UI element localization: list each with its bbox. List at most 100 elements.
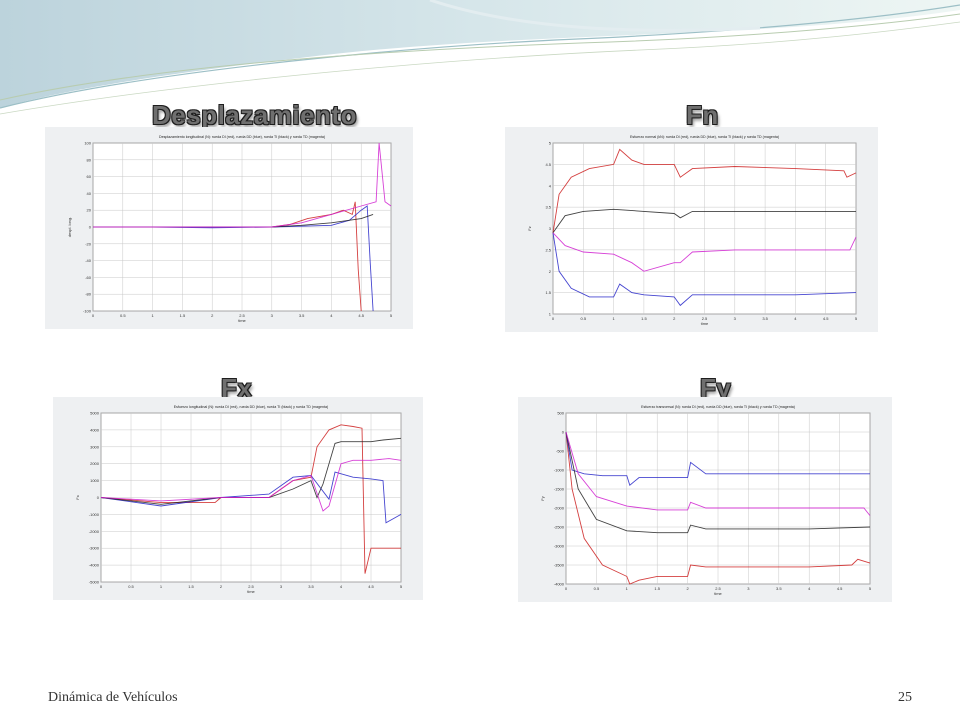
x-tick-label: 5 — [390, 313, 393, 318]
x-tick-label: 0.5 — [120, 313, 126, 318]
page-number: 25 — [898, 690, 912, 705]
x-tick-label: 4 — [808, 586, 811, 591]
chart-title: Esfuerzo normal (kN): rueda DI (red), ru… — [630, 135, 779, 139]
y-tick-label: 40 — [87, 191, 92, 196]
y-tick-label: -60 — [85, 275, 92, 280]
y-tick-label: 5 — [549, 141, 552, 146]
y-tick-label: -20 — [85, 241, 92, 246]
x-tick-label: 4.5 — [823, 316, 829, 321]
y-tick-label: 1.5 — [545, 290, 551, 295]
y-tick-label: 20 — [87, 208, 92, 213]
y-tick-label: 80 — [87, 157, 92, 162]
y-axis-label: Fy — [540, 496, 545, 500]
y-tick-label: -4000 — [89, 563, 100, 568]
y-tick-label: -2000 — [554, 506, 565, 511]
x-tick-label: 3.5 — [776, 586, 782, 591]
x-tick-label: 4 — [794, 316, 797, 321]
x-tick-label: 1.5 — [641, 316, 647, 321]
y-axis-label: despl. long. — [67, 217, 72, 237]
x-tick-label: 2.5 — [702, 316, 708, 321]
chart-svg: Esfuerzo transversal (N): rueda DI (red)… — [540, 405, 872, 596]
x-tick-label: 3.5 — [308, 584, 314, 589]
y-tick-label: -1000 — [554, 468, 565, 473]
y-tick-label: -500 — [556, 449, 565, 454]
x-tick-label: 2.5 — [248, 584, 254, 589]
x-tick-label: 0 — [565, 586, 568, 591]
y-tick-label: -3000 — [554, 544, 565, 549]
series-line-black — [552, 208, 856, 234]
x-axis-label: time — [238, 318, 246, 323]
x-tick-label: 1 — [626, 586, 629, 591]
chart-panel-fy: Esfuerzo transversal (N): rueda DI (red)… — [518, 397, 892, 602]
x-tick-label: 4.5 — [368, 584, 374, 589]
chart-panel-fn: Esfuerzo normal (kN): rueda DI (red), ru… — [505, 127, 878, 332]
y-tick-label: 1000 — [90, 478, 100, 483]
y-tick-label: 5000 — [90, 411, 100, 416]
x-tick-label: 0 — [100, 584, 103, 589]
chart-svg: Desplazamiento longitudinal (N): rueda D… — [67, 135, 393, 323]
x-tick-label: 3 — [280, 584, 283, 589]
series-line-magenta — [100, 458, 402, 512]
x-tick-label: 0 — [552, 316, 555, 321]
chart-svg: Esfuerzo longitudinal (N): rueda DI (red… — [75, 405, 403, 594]
x-tick-label: 1.5 — [188, 584, 194, 589]
x-tick-label: 0.5 — [581, 316, 587, 321]
x-tick-label: 3 — [734, 316, 737, 321]
x-tick-label: 0.5 — [594, 586, 600, 591]
y-tick-label: 2 — [549, 269, 552, 274]
chart-panel-fx: Esfuerzo longitudinal (N): rueda DI (red… — [53, 397, 423, 600]
x-axis-label: time — [714, 591, 722, 596]
x-tick-label: 1.5 — [180, 313, 186, 318]
y-tick-label: 0 — [89, 225, 92, 230]
heading-fn: Fn — [686, 100, 719, 130]
series-line-magenta — [552, 232, 857, 272]
y-tick-label: -40 — [85, 258, 92, 263]
series-line-red — [552, 148, 857, 233]
x-tick-label: 2 — [211, 313, 214, 318]
y-tick-label: 60 — [87, 174, 92, 179]
x-tick-label: 4.5 — [358, 313, 364, 318]
y-tick-label: -1500 — [554, 487, 565, 492]
x-tick-label: 2.5 — [715, 586, 721, 591]
x-tick-label: 4.5 — [837, 586, 843, 591]
x-tick-label: 3.5 — [299, 313, 305, 318]
y-tick-label: 0 — [97, 495, 100, 500]
x-tick-label: 4 — [340, 584, 343, 589]
y-tick-label: -100 — [83, 309, 92, 314]
y-tick-label: 1 — [549, 312, 552, 317]
header-decoration — [0, 0, 960, 115]
y-tick-label: 3 — [549, 226, 552, 231]
y-tick-label: 4000 — [90, 427, 100, 432]
series-line-blue — [93, 205, 374, 312]
footer-title: Dinámica de Vehículos — [48, 690, 178, 705]
y-tick-label: 4.5 — [545, 162, 551, 167]
x-tick-label: 5 — [855, 316, 858, 321]
y-tick-label: -4000 — [554, 582, 565, 587]
chart-title: Desplazamiento longitudinal (N): rueda D… — [159, 135, 325, 139]
x-tick-label: 2 — [220, 584, 223, 589]
y-tick-label: 3.5 — [545, 205, 551, 210]
x-tick-label: 4 — [330, 313, 333, 318]
y-tick-label: 500 — [557, 411, 564, 416]
x-tick-label: 1 — [160, 584, 163, 589]
series-line-magenta — [93, 142, 392, 228]
x-tick-label: 2.5 — [239, 313, 245, 318]
series-line-red — [565, 431, 871, 585]
y-axis-label: Fx — [75, 495, 80, 499]
y-tick-label: 2000 — [90, 461, 100, 466]
y-tick-label: -3000 — [89, 546, 100, 551]
series-line-black — [565, 431, 871, 534]
x-tick-label: 1.5 — [654, 586, 660, 591]
series-line-blue — [565, 431, 870, 486]
y-tick-label: 4 — [549, 183, 552, 188]
x-tick-label: 3 — [747, 586, 750, 591]
y-tick-label: -2000 — [89, 529, 100, 534]
x-tick-label: 2 — [686, 586, 689, 591]
x-tick-label: 5 — [400, 584, 403, 589]
x-axis-label: time — [247, 589, 255, 594]
x-tick-label: 0.5 — [128, 584, 134, 589]
x-tick-label: 0 — [92, 313, 95, 318]
y-tick-label: -5000 — [89, 580, 100, 585]
x-tick-label: 1 — [151, 313, 154, 318]
x-tick-label: 3 — [271, 313, 274, 318]
